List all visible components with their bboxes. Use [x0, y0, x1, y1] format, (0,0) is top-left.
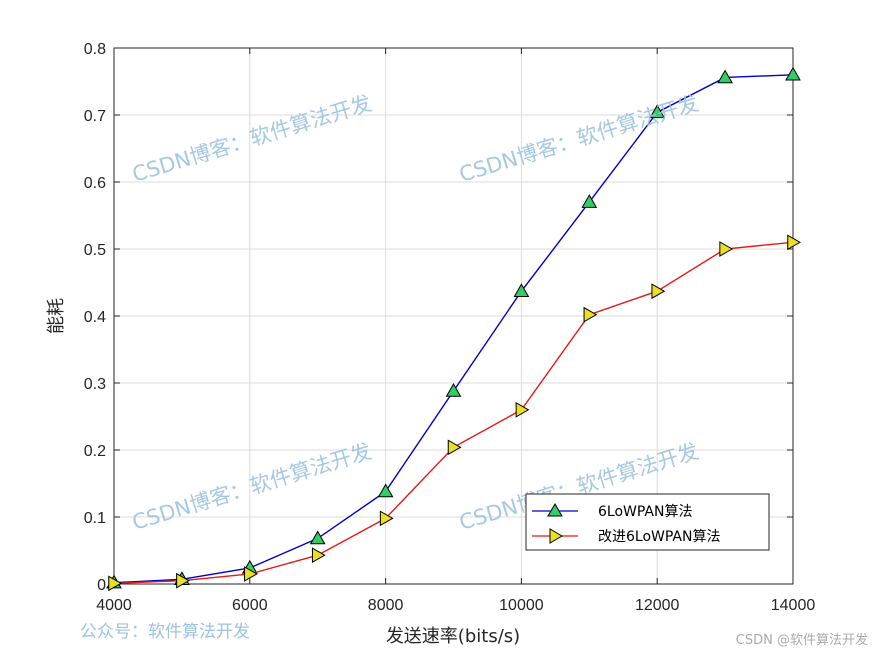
- series-2-point-5: [447, 439, 462, 456]
- x-tick-label-1: 6000: [232, 597, 268, 614]
- legend-box: [525, 493, 770, 551]
- y-tick-label-1: 0.1: [84, 510, 106, 527]
- legend-label-series-1: 6LoWPAN算法: [598, 504, 692, 520]
- x-tick-label-0: 4000: [96, 597, 132, 614]
- series-1-point-4: [377, 483, 394, 498]
- x-tick-labels: 4000 6000 8000 10000 12000 14000: [96, 48, 815, 614]
- legend: 6LoWPAN算法 改进6LoWPAN算法: [525, 493, 770, 551]
- y-tick-label-3: 0.3: [84, 376, 106, 393]
- series-2-point-0: [108, 575, 123, 592]
- watermark-public-account: 公众号：软件算法开发: [80, 622, 250, 642]
- series-1-point-5: [445, 383, 462, 397]
- watermark-credit: CSDN @软件算法开发: [736, 632, 868, 648]
- series-2-point-2: [244, 566, 258, 582]
- x-tick-label-2: 8000: [368, 597, 404, 614]
- y-tick-label-0: 0: [97, 577, 106, 594]
- series-2-point-4: [379, 510, 394, 527]
- x-tick-label-3: 10000: [499, 597, 544, 614]
- series-1-point-9: [717, 69, 733, 84]
- series-1-point-3: [309, 530, 326, 545]
- y-tick-label-7: 0.7: [84, 108, 106, 125]
- y-tick-label-5: 0.5: [84, 242, 106, 259]
- series-2-point-6: [515, 401, 530, 418]
- series-1-point-7: [581, 194, 598, 208]
- legend-marker-series-1: [547, 503, 563, 517]
- series-2-point-9: [719, 241, 734, 257]
- series-2: [108, 234, 802, 592]
- series-1-point-6: [513, 283, 530, 297]
- series-layer: [106, 66, 802, 592]
- series-2-point-8: [651, 283, 666, 300]
- y-axis-label: 能耗: [46, 298, 67, 334]
- series-1: [106, 66, 801, 589]
- y-tick-label-6: 0.6: [84, 175, 106, 192]
- series-2-point-1: [176, 572, 190, 589]
- legend-marker-series-2: [549, 528, 563, 544]
- y-tick-label-2: 0.2: [84, 443, 106, 460]
- series-2-point-7: [583, 306, 598, 323]
- series-1-point-10: [785, 66, 801, 81]
- series-2-point-10: [787, 234, 802, 251]
- series-2-point-3: [311, 547, 326, 564]
- y-tick-label-8: 0.8: [84, 41, 106, 58]
- y-tick-label-4: 0.4: [84, 309, 106, 326]
- series-1-point-8: [649, 104, 666, 119]
- x-tick-label-5: 14000: [771, 597, 816, 614]
- x-tick-label-4: 12000: [635, 597, 680, 614]
- legend-label-series-2: 改进6LoWPAN算法: [598, 529, 720, 545]
- x-axis-label: 发送速率(bits/s): [386, 626, 520, 647]
